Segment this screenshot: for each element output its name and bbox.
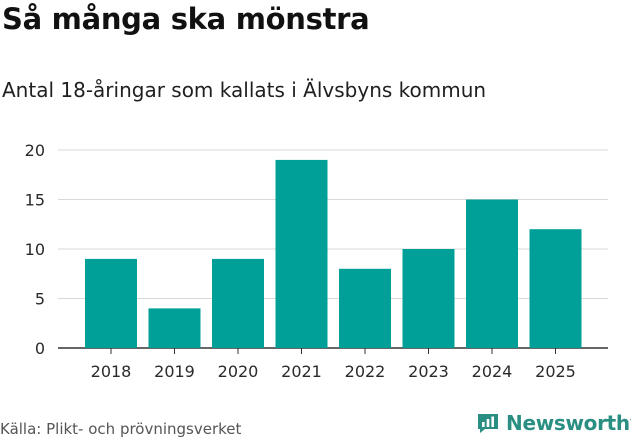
bar-2018 xyxy=(85,258,137,348)
bar-2019 xyxy=(148,308,201,348)
bar-2023 xyxy=(402,249,455,348)
x-tick-label: 2024 xyxy=(472,362,513,381)
gridlines xyxy=(58,149,608,349)
chart-subtitle: Antal 18-åringar som kallats i Älvsbyns … xyxy=(2,78,487,102)
x-tick-label: 2025 xyxy=(535,362,576,381)
newsworthy-logo-icon xyxy=(478,414,498,433)
bars xyxy=(85,159,582,348)
brand-name: Newsworthy xyxy=(506,411,631,435)
y-tick-label: 20 xyxy=(25,141,45,160)
bar-2020 xyxy=(212,258,264,348)
brand-logo: Newsworthy xyxy=(476,410,631,436)
bar-2022 xyxy=(339,268,391,348)
x-tick-label: 2019 xyxy=(154,362,195,381)
y-tick-label: 15 xyxy=(25,191,45,210)
bar-chart: 0 5 10 15 20 2018 2019 2020 2021 2022 2023 2024 202… xyxy=(25,141,608,381)
source-note: Källa: Plikt- och prövningsverket xyxy=(0,420,242,438)
x-tick-label: 2020 xyxy=(218,362,259,381)
x-tick-label: 2021 xyxy=(281,362,322,381)
x-axis: 2018 2019 2020 2021 2022 2023 2024 2025 xyxy=(91,348,576,381)
x-tick-label: 2018 xyxy=(91,362,132,381)
chart-title: Så många ska mönstra xyxy=(2,2,370,36)
y-tick-label: 5 xyxy=(35,290,45,309)
x-tick-label: 2023 xyxy=(408,362,449,381)
y-tick-label: 0 xyxy=(35,339,45,358)
bar-2025 xyxy=(529,229,582,348)
bar-2021 xyxy=(275,159,328,348)
bar-2024 xyxy=(466,199,518,348)
x-tick-label: 2022 xyxy=(345,362,386,381)
y-tick-label: 10 xyxy=(25,240,45,259)
y-axis: 0 5 10 15 20 xyxy=(25,141,45,358)
